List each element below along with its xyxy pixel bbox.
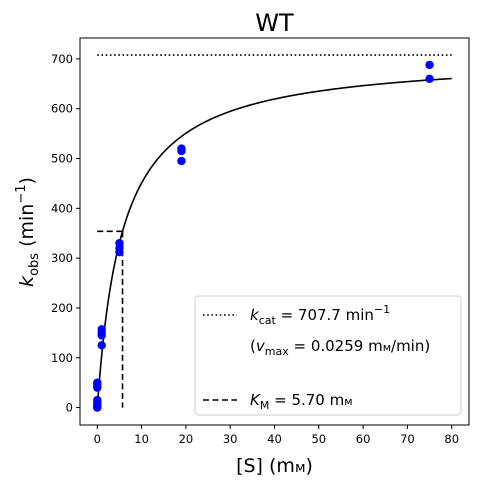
data-point (93, 378, 102, 387)
x-tick-label: 30 (223, 432, 238, 446)
axis-ticks: 0 10 20 30 40 50 60 70 80 0 100 200 300 400 500 600 700 (51, 52, 459, 446)
x-tick-label: 70 (400, 432, 415, 446)
y-tick-label: 100 (51, 351, 73, 365)
legend-box (194, 295, 462, 416)
x-tick-label: 40 (267, 432, 282, 446)
legend-vmax-label: (vmax = 0.0259 mм/min) (250, 337, 430, 358)
legend-kcat-label: kcat = 707.7 min−1 (250, 303, 390, 327)
fit-layer (96, 54, 452, 408)
data-point (93, 403, 102, 412)
y-tick-label: 300 (51, 251, 73, 265)
data-point (97, 341, 106, 350)
x-axis-title: [S] (mм) (236, 455, 313, 477)
x-tick-label: 10 (134, 432, 149, 446)
legend: kcat = 707.7 min−1 (vmax = 0.0259 mм/min… (194, 295, 462, 416)
y-tick-label: 600 (51, 102, 73, 116)
data-point (97, 325, 106, 334)
data-point (177, 156, 186, 166)
y-tick-label: 0 (66, 401, 73, 415)
y-tick-label: 200 (51, 301, 73, 315)
x-tick-label: 20 (179, 432, 194, 446)
y-axis-title: kobs (min−1) (14, 177, 42, 287)
x-tick-label: 50 (311, 432, 326, 446)
y-tick-label: 500 (51, 152, 73, 166)
y-tick-label: 400 (51, 201, 73, 215)
y-tick-label: 700 (51, 52, 73, 66)
data-point (115, 239, 124, 248)
x-tick-label: 60 (356, 432, 371, 446)
legend-km-label: KM = 5.70 mм (250, 391, 353, 412)
data-point (177, 144, 186, 153)
data-points (93, 60, 434, 412)
x-tick-label: 0 (94, 432, 101, 446)
fit-curve (96, 77, 452, 408)
data-point (93, 395, 102, 405)
data-point (425, 60, 434, 70)
x-tick-label: 80 (444, 432, 459, 446)
chart-title: WT (255, 9, 294, 37)
data-point (425, 74, 434, 84)
